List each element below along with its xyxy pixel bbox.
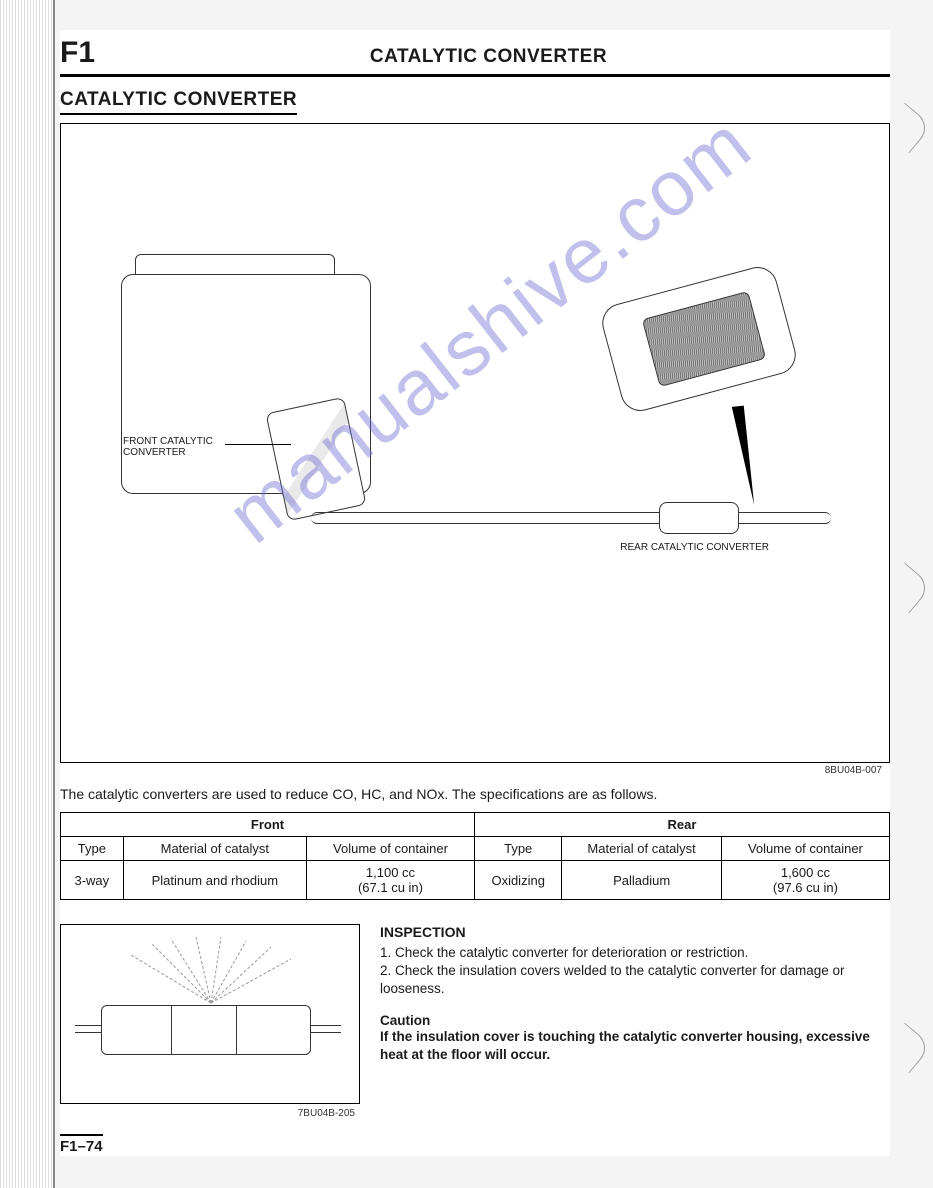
table-cell: 1,600 cc (97.6 cu in) [721,861,889,900]
section-code: F1 [60,36,95,70]
page-number: F1–74 [60,1134,103,1155]
inspection-text: INSPECTION 1. Check the catalytic conver… [380,924,890,1064]
scan-spine [0,0,55,1188]
list-item: 1. Check the catalytic converter for det… [380,944,890,962]
inspection-figure: 7BU04B-205 [60,924,360,1104]
rear-catalytic-converter-icon [659,502,739,534]
caution-heading: Caution [380,1013,890,1028]
leader-line [225,444,291,445]
table-cell: 1,100 cc (67.1 cu in) [306,861,474,900]
main-figure: FRONT CATALYTIC CONVERTER REAR CATALYTIC… [60,123,890,763]
table-row: Type Material of catalyst Volume of cont… [61,837,890,861]
table-header: Material of catalyst [123,837,306,861]
intro-text: The catalytic converters are used to red… [60,786,890,802]
spec-table: Front Rear Type Material of catalyst Vol… [60,812,890,900]
seam-line [236,1005,237,1055]
caution-text: If the insulation cover is touching the … [380,1028,890,1064]
rear-converter-label: REAR CATALYTIC CONVERTER [620,542,769,553]
table-header: Volume of container [721,837,889,861]
converter-body-icon [101,1005,311,1055]
pipe-stub-icon [311,1025,341,1033]
page-content: F1 CATALYTIC CONVERTER CATALYTIC CONVERT… [60,30,890,1156]
exhaust-pipe-icon [311,512,831,524]
table-cell: Platinum and rhodium [123,861,306,900]
lower-section: 7BU04B-205 INSPECTION 1. Check the catal… [60,924,890,1104]
seam-line [171,1005,172,1055]
table-header: Type [475,837,562,861]
section-heading: CATALYTIC CONVERTER [60,89,297,115]
heat-rays-icon [61,933,361,1013]
table-cell: 3-way [61,861,124,900]
page-header: F1 CATALYTIC CONVERTER [60,30,890,77]
table-cell: Palladium [562,861,722,900]
table-row: 3-way Platinum and rhodium 1,100 cc (67.… [61,861,890,900]
table-header: Front [61,813,475,837]
inspection-heading: INSPECTION [380,924,890,940]
table-cell: Oxidizing [475,861,562,900]
list-item: 2. Check the insulation covers welded to… [380,962,890,998]
front-converter-label: FRONT CATALYTIC CONVERTER [123,436,213,458]
inspection-steps: 1. Check the catalytic converter for det… [380,944,890,999]
table-header: Material of catalyst [562,837,722,861]
figure-reference: 8BU04B-007 [60,765,890,776]
page-title: CATALYTIC CONVERTER [95,46,882,68]
table-header: Rear [475,813,890,837]
table-header: Volume of container [306,837,474,861]
figure-reference: 7BU04B-205 [298,1108,355,1119]
table-header: Type [61,837,124,861]
rear-converter-detail [589,264,809,434]
table-row: Front Rear [61,813,890,837]
